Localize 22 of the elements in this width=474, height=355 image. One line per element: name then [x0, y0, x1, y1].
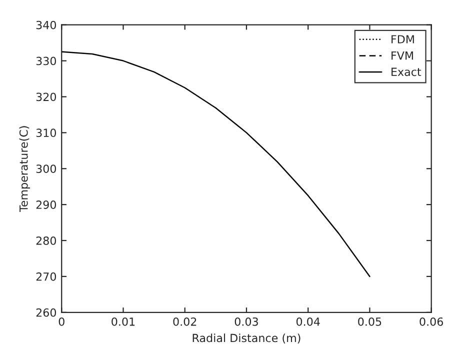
x-axis-title: Radial Distance (m)	[192, 334, 300, 344]
line-series	[62, 51, 370, 278]
y-tick-label: 300	[36, 164, 56, 174]
legend-label: FDM	[392, 35, 414, 44]
y-tick-label: 310	[36, 128, 56, 138]
legend-label: Exact	[392, 68, 422, 76]
y-tick-label: 260	[36, 308, 56, 317]
y-tick-label: 290	[36, 200, 56, 209]
legend-label: FVM	[392, 52, 413, 60]
x-tick-label: 0.06	[420, 317, 444, 326]
y-tick-label: 280	[36, 236, 56, 245]
y-axis-title: Temperature(C)	[19, 126, 30, 212]
y-tick-label: 340	[36, 20, 56, 30]
x-tick-label: 0.02	[173, 317, 196, 326]
x-tick-label: 0.01	[112, 317, 135, 326]
x-tick-label: 0.03	[234, 317, 258, 326]
y-tick-label: 320	[36, 92, 56, 102]
x-tick-label: 0	[58, 317, 64, 326]
x-tick-label: 0.04	[296, 317, 320, 326]
y-tick-label: 270	[36, 272, 56, 281]
y-tick-label: 330	[36, 56, 56, 66]
x-tick-label: 0.05	[358, 317, 382, 326]
